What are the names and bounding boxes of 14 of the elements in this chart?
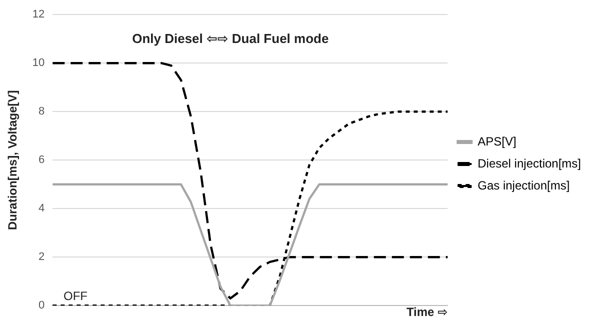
- y-axis-title: Duration[ms], Voltage[V]: [6, 90, 20, 230]
- y-tick-label: 4: [38, 202, 45, 215]
- y-tick-label: 0: [38, 300, 45, 312]
- annotation: OFF: [64, 288, 88, 303]
- y-tick-label: 8: [38, 106, 45, 118]
- legend-label: APS[V]: [478, 134, 516, 148]
- y-tick-label: 6: [38, 154, 45, 166]
- y-tick-label: 10: [32, 57, 45, 70]
- legend-label: Diesel injection[ms]: [478, 156, 582, 170]
- y-tick-label: 2: [38, 251, 45, 264]
- text: Only Diesel ⇦⇨ Dual Fuel mode: [132, 30, 329, 46]
- legend-label: Gas injection[ms]: [478, 178, 570, 192]
- y-tick-label: 12: [32, 8, 45, 21]
- x-axis-title: Time ⇨: [406, 305, 448, 320]
